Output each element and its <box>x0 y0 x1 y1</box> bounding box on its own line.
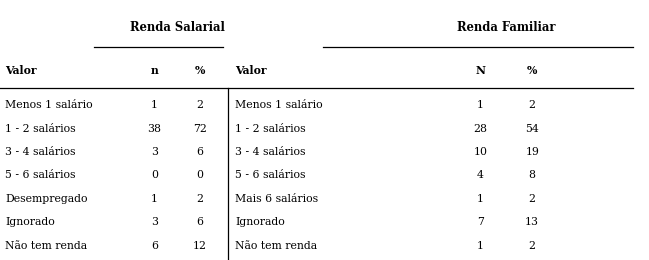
Text: %: % <box>527 65 537 76</box>
Text: %: % <box>195 65 205 76</box>
Text: 5 - 6 salários: 5 - 6 salários <box>5 171 76 180</box>
Text: 12: 12 <box>193 241 207 251</box>
Text: 2: 2 <box>197 194 203 204</box>
Text: 0: 0 <box>197 171 203 180</box>
Text: Menos 1 salário: Menos 1 salário <box>235 100 323 110</box>
Text: n: n <box>151 65 158 76</box>
Text: 2: 2 <box>529 100 535 110</box>
Text: 1 - 2 salários: 1 - 2 salários <box>235 124 306 134</box>
Text: 2: 2 <box>197 100 203 110</box>
Text: 3: 3 <box>151 217 158 227</box>
Text: 72: 72 <box>193 124 207 134</box>
Text: 1: 1 <box>477 241 484 251</box>
Text: 5 - 6 salários: 5 - 6 salários <box>235 171 306 180</box>
Text: Mais 6 salários: Mais 6 salários <box>235 194 318 204</box>
Text: 4: 4 <box>477 171 484 180</box>
Text: Não tem renda: Não tem renda <box>5 241 88 251</box>
Text: 8: 8 <box>529 171 535 180</box>
Text: 6: 6 <box>151 241 158 251</box>
Text: 1 - 2 salários: 1 - 2 salários <box>5 124 76 134</box>
Text: 6: 6 <box>197 217 203 227</box>
Text: 54: 54 <box>525 124 539 134</box>
Text: 13: 13 <box>525 217 539 227</box>
Text: Ignorado: Ignorado <box>235 217 285 227</box>
Text: N: N <box>475 65 485 76</box>
Text: 3 - 4 salários: 3 - 4 salários <box>5 147 76 157</box>
Text: Desempregado: Desempregado <box>5 194 88 204</box>
Text: 38: 38 <box>147 124 162 134</box>
Text: 3 - 4 salários: 3 - 4 salários <box>235 147 306 157</box>
Text: Renda Salarial: Renda Salarial <box>130 21 225 34</box>
Text: 1: 1 <box>477 194 484 204</box>
Text: 7: 7 <box>477 217 484 227</box>
Text: Ignorado: Ignorado <box>5 217 55 227</box>
Text: Não tem renda: Não tem renda <box>235 241 317 251</box>
Text: Valor: Valor <box>235 65 267 76</box>
Text: 19: 19 <box>525 147 539 157</box>
Text: Renda Familiar: Renda Familiar <box>457 21 556 34</box>
Text: 28: 28 <box>473 124 487 134</box>
Text: 2: 2 <box>529 194 535 204</box>
Text: 3: 3 <box>151 147 158 157</box>
Text: 2: 2 <box>529 241 535 251</box>
Text: 6: 6 <box>197 147 203 157</box>
Text: 0: 0 <box>151 171 158 180</box>
Text: 1: 1 <box>477 100 484 110</box>
Text: 1: 1 <box>151 194 158 204</box>
Text: Menos 1 salário: Menos 1 salário <box>5 100 93 110</box>
Text: Valor: Valor <box>5 65 37 76</box>
Text: 1: 1 <box>151 100 158 110</box>
Text: 10: 10 <box>473 147 487 157</box>
